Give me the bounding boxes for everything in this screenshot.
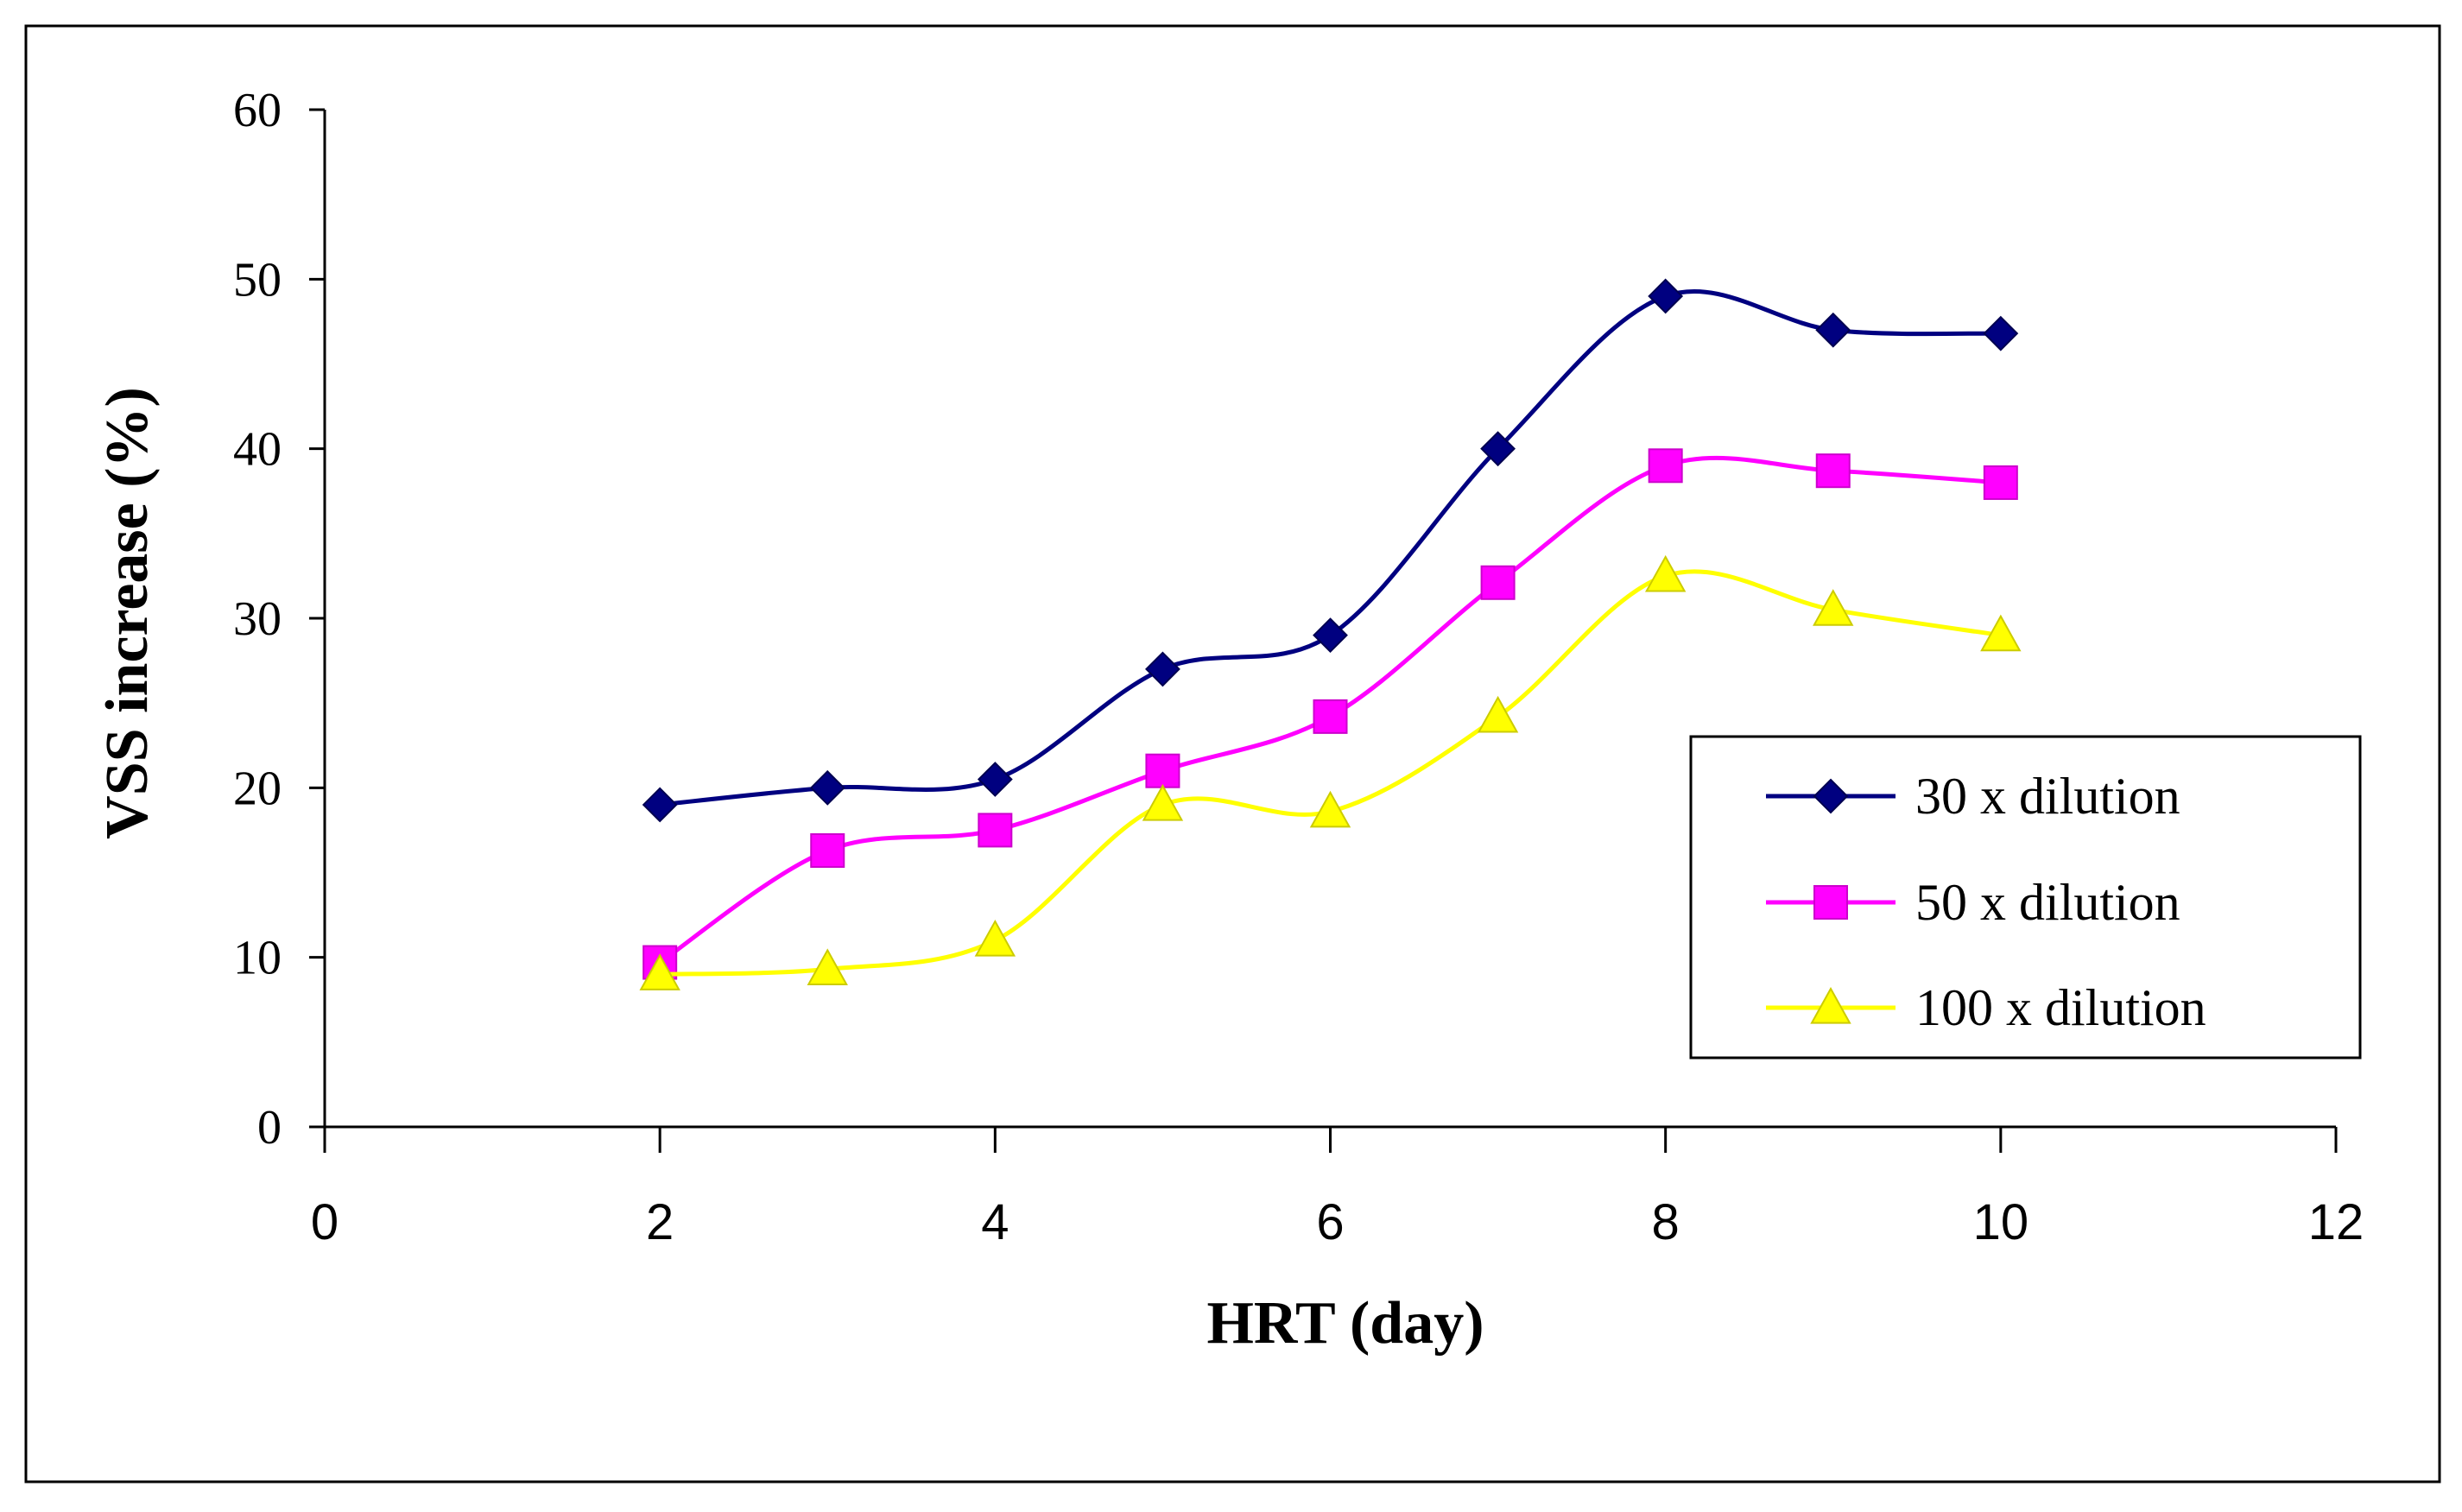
legend-marker	[1813, 885, 1848, 920]
legend-item: 50 x dilution	[1766, 874, 2180, 931]
y-tick-labels: 0 10 20 30 40 50 60	[233, 84, 282, 1155]
data-point	[1644, 554, 1687, 592]
x-tick-label: 6	[1316, 1194, 1344, 1250]
data-point	[809, 769, 845, 806]
x-tick-label: 0	[311, 1194, 339, 1250]
data-point	[1983, 465, 2018, 500]
data-point	[810, 832, 845, 868]
x-tick-label: 10	[1973, 1194, 2029, 1250]
y-tick-label: 10	[233, 932, 282, 985]
data-point	[1145, 651, 1180, 687]
series-3	[639, 554, 2022, 990]
x-tick-label: 8	[1652, 1194, 1680, 1250]
data-point	[642, 787, 678, 823]
series-1	[642, 278, 2019, 823]
series-2	[642, 448, 2018, 980]
data-point	[978, 813, 1013, 848]
legend-item: 100 x dilution	[1766, 979, 2206, 1036]
y-tick-label: 60	[233, 84, 282, 137]
data-point	[1480, 565, 1516, 600]
data-point	[1477, 695, 1519, 733]
y-tick-label: 40	[233, 423, 282, 477]
legend-label: 50 x dilution	[1915, 874, 2180, 931]
data-point	[977, 762, 1013, 797]
data-point	[1815, 453, 1851, 489]
data-point	[1980, 614, 2022, 652]
data-point	[1648, 278, 1684, 314]
y-tick-label: 30	[233, 592, 282, 646]
legend-label: 100 x dilution	[1915, 979, 2206, 1036]
x-tick-label: 4	[981, 1194, 1009, 1250]
x-tick-labels: 0 2 4 6 8 10 12	[311, 1194, 2364, 1250]
legend: 30 x dilution 50 x dilution 100 x dilution	[1689, 735, 2362, 1060]
data-point	[1309, 790, 1351, 828]
data-point	[1313, 617, 1348, 654]
data-point	[1142, 783, 1184, 821]
data-point	[1983, 315, 2019, 351]
x-tick-label: 2	[646, 1194, 674, 1250]
data-point	[1480, 431, 1516, 467]
y-tick-label: 20	[233, 762, 282, 815]
y-tick-label: 50	[233, 253, 282, 307]
data-point	[1145, 753, 1180, 788]
axes	[309, 108, 2338, 1153]
legend-item: 30 x dilution	[1766, 768, 2180, 825]
legend-box	[1689, 735, 2362, 1060]
data-point	[1313, 699, 1348, 734]
series-layer	[639, 278, 2022, 990]
data-point	[639, 953, 680, 990]
x-axis-title: HRT (day)	[1206, 1290, 1484, 1357]
data-point	[1815, 312, 1851, 348]
data-point	[974, 919, 1016, 957]
data-point	[807, 948, 848, 986]
y-tick-label: 0	[257, 1101, 282, 1155]
legend-marker	[1813, 778, 1849, 814]
data-point	[1813, 589, 1854, 626]
legend-label: 30 x dilution	[1915, 768, 2180, 825]
legend-marker	[1810, 986, 1851, 1024]
data-point	[1648, 448, 1683, 484]
y-axis-title: VSS increase (%)	[94, 387, 161, 839]
x-tick-label: 12	[2308, 1194, 2364, 1250]
